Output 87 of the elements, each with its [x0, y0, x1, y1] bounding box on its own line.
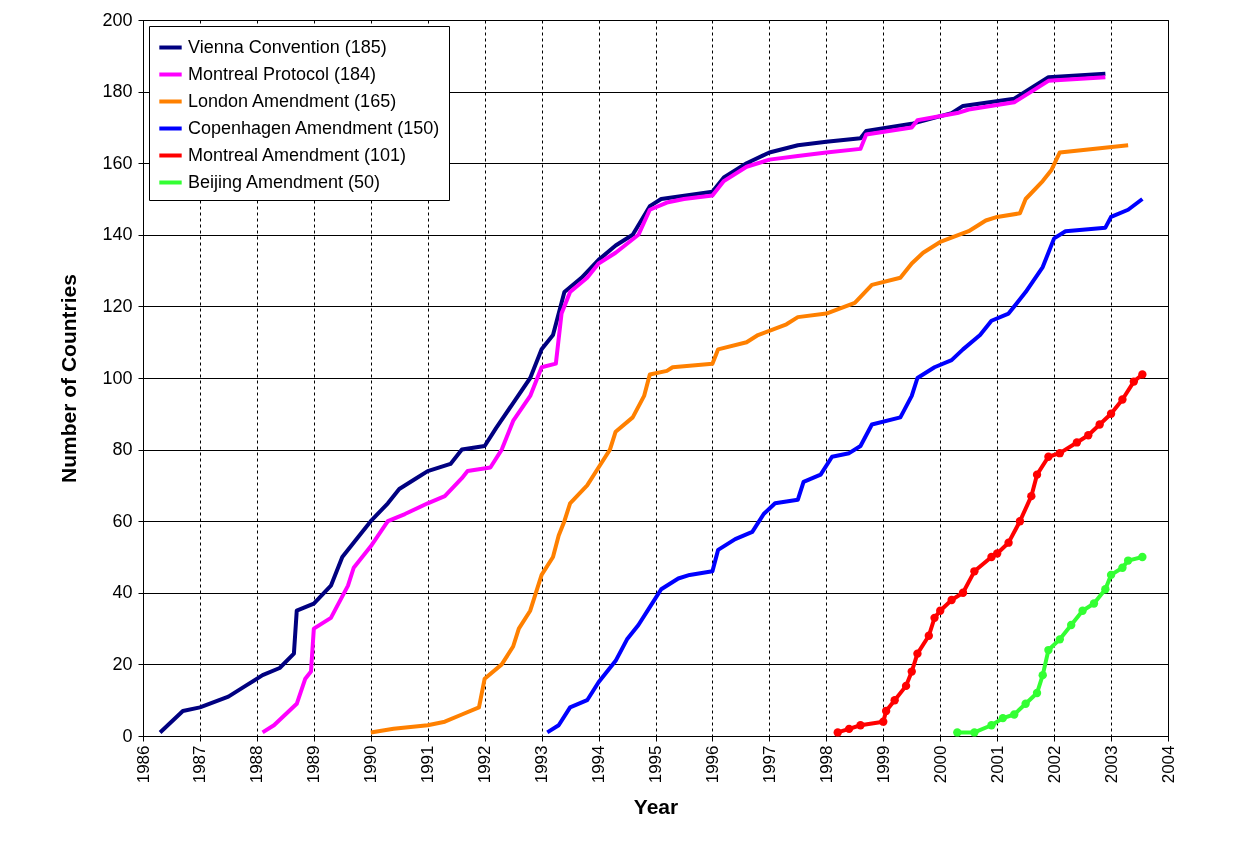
legend-label: Montreal Amendment (101): [188, 144, 407, 165]
x-axis-title: Year: [633, 795, 679, 819]
x-tick-label: 2000: [930, 745, 950, 784]
legend-label: Beijing Amendment (50): [188, 171, 381, 192]
y-tick-label: 180: [102, 81, 133, 102]
point: [970, 567, 979, 576]
legend-label: Copenhagen Amendment (150): [188, 117, 440, 138]
point: [1044, 452, 1053, 461]
point: [1055, 635, 1064, 644]
point: [987, 552, 996, 562]
x-tick-label: 1992: [475, 745, 495, 784]
y-tick-label: 100: [102, 367, 133, 388]
point: [992, 549, 1002, 558]
x-tick-label: 2002: [1044, 745, 1064, 784]
point: [1027, 491, 1036, 501]
y-tick-label: 80: [112, 439, 133, 460]
point: [1138, 370, 1147, 379]
y-tick-label: 120: [102, 295, 133, 316]
point: [1123, 556, 1133, 565]
point: [833, 728, 842, 737]
point: [890, 696, 899, 705]
y-tick-label: 200: [102, 9, 133, 30]
point: [1118, 563, 1127, 572]
line-series: [545, 197, 1145, 735]
point: [901, 681, 911, 691]
point: [1004, 538, 1013, 547]
point: [879, 717, 888, 726]
x-tick-label: 2001: [987, 745, 1007, 784]
x-tick-label: 1996: [702, 745, 722, 784]
point: [1095, 420, 1104, 429]
legend-label: London Amendment (165): [188, 90, 397, 111]
point: [913, 649, 922, 658]
x-tick-label: 2004: [1158, 745, 1178, 784]
point: [1118, 395, 1127, 404]
x-tick-label: 1995: [646, 745, 665, 784]
point: [1044, 645, 1053, 655]
point: [936, 606, 945, 615]
y-tick-label: 160: [102, 152, 133, 173]
legend-label: Vienna Convention (185): [188, 36, 387, 57]
legend-label: Montreal Protocol (184): [188, 63, 377, 84]
point: [907, 667, 916, 676]
x-tick-label: 1998: [816, 745, 836, 784]
point: [1101, 585, 1110, 594]
x-tick-label: 1989: [304, 745, 324, 784]
x-tick-label: 1988: [247, 745, 267, 784]
point: [881, 706, 891, 716]
y-tick-label: 40: [112, 582, 133, 603]
point: [1106, 409, 1116, 418]
point: [1032, 470, 1042, 479]
x-tick-label: 1997: [759, 745, 779, 784]
point: [924, 631, 934, 640]
y-tick-label: 20: [112, 653, 133, 674]
x-tick-label: 1991: [418, 745, 438, 784]
y-axis-title: Number of Countries: [57, 274, 81, 483]
point: [1055, 449, 1064, 458]
x-tick-label: 2003: [1101, 745, 1121, 784]
point: [953, 728, 962, 737]
x-tick-label: 1993: [532, 745, 552, 784]
point: [1067, 620, 1076, 630]
point: [958, 588, 968, 597]
point: [930, 613, 939, 623]
point: [1015, 517, 1025, 526]
point: [1084, 431, 1093, 440]
point: [1129, 377, 1139, 386]
x-tick-label: 1994: [589, 745, 609, 784]
point: [1021, 699, 1030, 708]
point: [970, 728, 979, 737]
point: [1106, 570, 1116, 580]
y-tick-label: 140: [102, 224, 133, 245]
point: [1089, 599, 1099, 608]
point: [1138, 552, 1147, 562]
y-tick-label: 0: [122, 725, 133, 746]
x-tick-label: 1999: [873, 745, 893, 784]
point: [856, 721, 865, 730]
point: [844, 724, 854, 734]
x-tick-label: 1987: [190, 745, 210, 784]
x-tick-label: 1990: [361, 745, 381, 784]
point: [998, 713, 1008, 723]
point: [987, 721, 996, 730]
point: [1072, 438, 1082, 447]
point: [1078, 606, 1087, 615]
point: [1032, 688, 1042, 698]
point: [1010, 710, 1019, 719]
x-tick-label: 1986: [133, 745, 153, 784]
point: [947, 595, 956, 605]
point: [1038, 670, 1047, 680]
y-tick-label: 60: [112, 510, 133, 531]
